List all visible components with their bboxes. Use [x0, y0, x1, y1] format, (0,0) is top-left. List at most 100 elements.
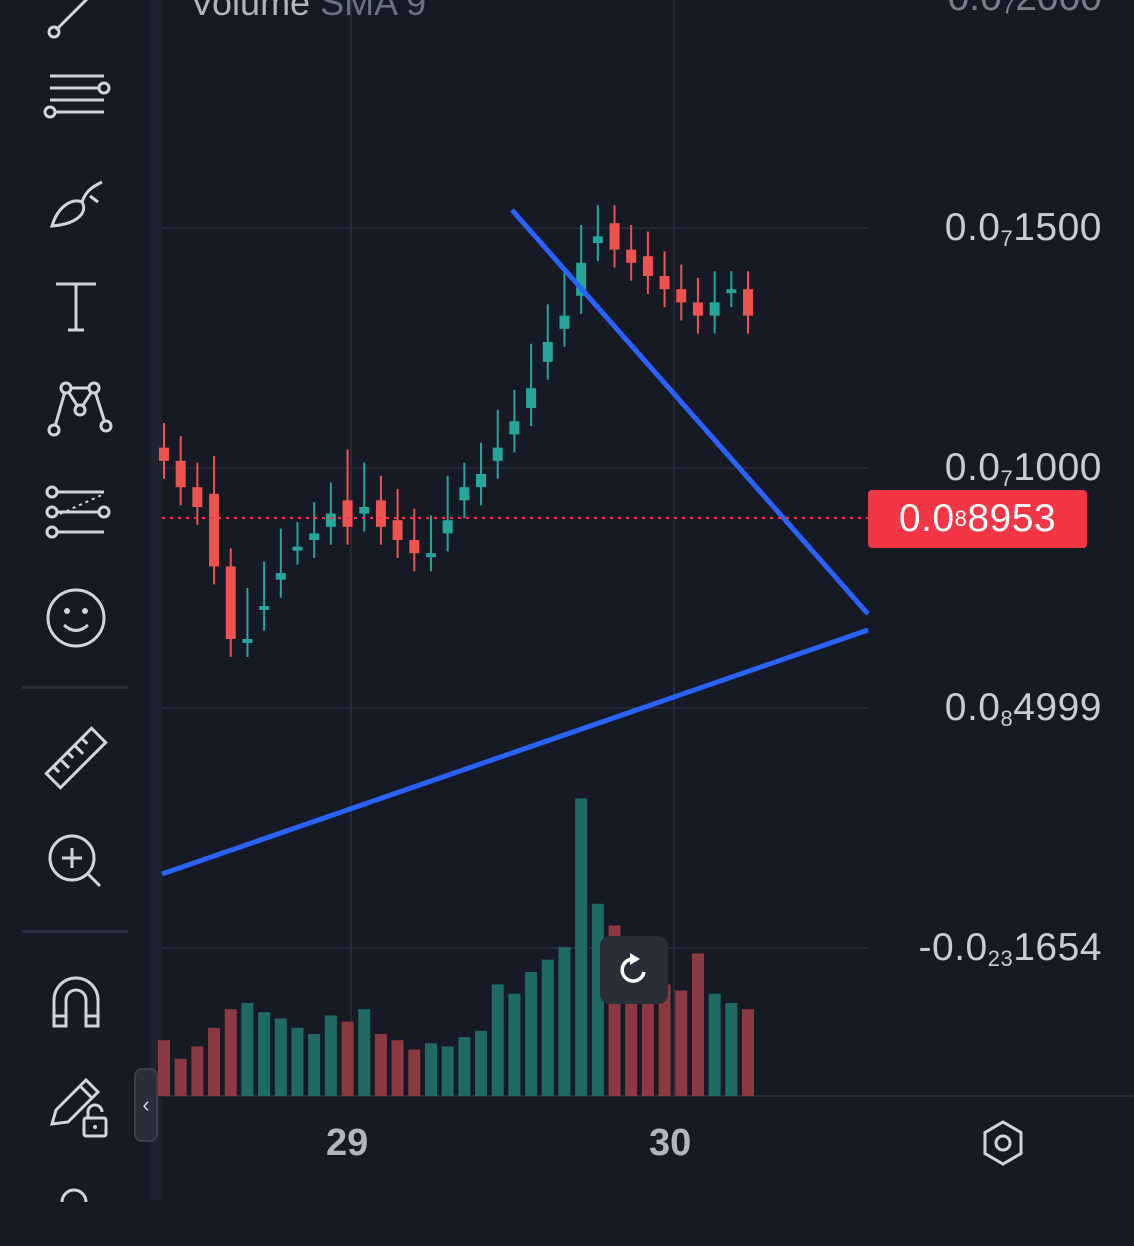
lock-drawings-tool[interactable]: [24, 1066, 128, 1146]
time-axis-label: 29: [326, 1122, 369, 1164]
candle-body: [192, 487, 203, 507]
volume-bar: [408, 1049, 421, 1096]
current-price-badge: 0.0 8 8953: [868, 490, 1087, 548]
ruler-icon: [44, 726, 108, 790]
candle-body: [692, 302, 703, 316]
zoom-in-tool[interactable]: [24, 820, 128, 900]
volume-bar: [358, 1009, 371, 1096]
emoji-tool[interactable]: [24, 578, 128, 658]
forecast-tool[interactable]: [24, 474, 128, 554]
candle-body: [576, 262, 587, 296]
pattern-tool[interactable]: [24, 368, 128, 448]
candle-body: [726, 289, 737, 294]
candle-body: [592, 236, 603, 243]
price-axis-label: 0.071000: [944, 446, 1102, 491]
candle-body: [709, 302, 720, 316]
price-axis-label-partial: 0.0₇2000: [948, 0, 1102, 20]
volume-bar: [675, 990, 688, 1096]
volume-bar: [424, 1043, 437, 1096]
text-icon: [56, 282, 96, 332]
volume-bar: [341, 1021, 354, 1096]
candle-body: [542, 342, 553, 362]
candle-body: [743, 289, 753, 316]
volume-bar: [742, 1009, 754, 1096]
reset-chart-button[interactable]: [600, 936, 668, 1004]
text-tool[interactable]: [24, 266, 128, 346]
forecast-icon: [45, 485, 111, 539]
candle-body: [225, 566, 236, 639]
volume-bar: [374, 1034, 387, 1096]
candle-body: [359, 507, 370, 514]
candle-body: [509, 421, 520, 435]
candle-body: [292, 546, 303, 551]
zoom-in-icon: [48, 834, 102, 888]
horizontal-lines-icon: [43, 74, 111, 119]
candle-body: [442, 520, 453, 534]
emoji-icon: [46, 588, 106, 648]
brush-icon: [49, 180, 103, 228]
volume-legend-sma: SMA 9: [320, 0, 427, 23]
time-axis-label: 30: [649, 1122, 692, 1164]
volume-bar: [558, 947, 571, 1096]
price-axis-label: -0.0231654: [918, 926, 1102, 971]
volume-bar: [224, 1009, 237, 1096]
more-icon: [60, 1188, 88, 1203]
volume-bar: [575, 798, 588, 1096]
volume-bar: [191, 1046, 204, 1096]
volume-bar: [274, 1018, 287, 1096]
candle-body: [375, 500, 386, 527]
chart-canvas[interactable]: [0, 0, 1134, 1200]
volume-bar: [658, 984, 671, 1096]
magnet-tool[interactable]: [24, 960, 128, 1040]
candles: [159, 205, 753, 657]
volume-bar: [641, 978, 654, 1096]
candle-body: [309, 533, 320, 540]
volume-bar: [691, 953, 704, 1096]
volume-legend[interactable]: Volume SMA 9: [190, 0, 426, 24]
volume-bar: [208, 1027, 221, 1096]
ruler-tool[interactable]: [24, 718, 128, 798]
horizontal-lines-tool[interactable]: [24, 58, 128, 138]
volume-bar: [391, 1040, 404, 1096]
magnet-icon: [52, 976, 100, 1028]
trendline-tool[interactable]: [24, 0, 128, 52]
candle-body: [242, 639, 253, 643]
brush-tool[interactable]: [24, 166, 128, 246]
chevron-left-icon: ‹: [142, 1092, 150, 1117]
volume-bar: [508, 993, 521, 1096]
candle-body: [659, 276, 670, 290]
candle-body: [476, 474, 487, 488]
candle-body: [626, 249, 637, 263]
volume-bar: [241, 1003, 254, 1096]
volume-bar: [541, 959, 554, 1096]
drawing-toolbar: [0, 0, 150, 1203]
price-axis-label: 0.084999: [944, 686, 1102, 731]
chart-settings-icon[interactable]: [978, 1118, 1028, 1168]
toolbar-separator: [22, 686, 128, 689]
candle-body: [492, 447, 503, 461]
candle-body: [275, 573, 286, 580]
candle-body: [325, 513, 336, 527]
volume-bar: [475, 1030, 488, 1096]
collapse-toolbar-button[interactable]: ‹: [134, 1068, 158, 1142]
volume-bar: [525, 972, 538, 1096]
candle-body: [159, 447, 169, 461]
candle-body: [676, 289, 687, 303]
annotation-lines: [161, 208, 870, 877]
resistance-trendline: [510, 208, 870, 616]
candle-body: [459, 487, 470, 501]
volume-bar: [491, 984, 504, 1096]
candle-body: [175, 460, 186, 488]
toolbar-divider: [150, 0, 162, 1200]
candle-body: [609, 223, 620, 250]
volume-bar: [158, 1040, 170, 1096]
volume-bar: [258, 1012, 271, 1096]
toolbar-separator: [22, 930, 128, 933]
price-axis-label: 0.071500: [944, 206, 1102, 251]
candle-body: [259, 606, 270, 610]
trendline-icon: [47, 0, 89, 39]
chart-grid: [162, 0, 1134, 1097]
more-tool[interactable]: [24, 1166, 128, 1246]
candle-body: [559, 315, 570, 329]
candle-body: [392, 520, 403, 540]
